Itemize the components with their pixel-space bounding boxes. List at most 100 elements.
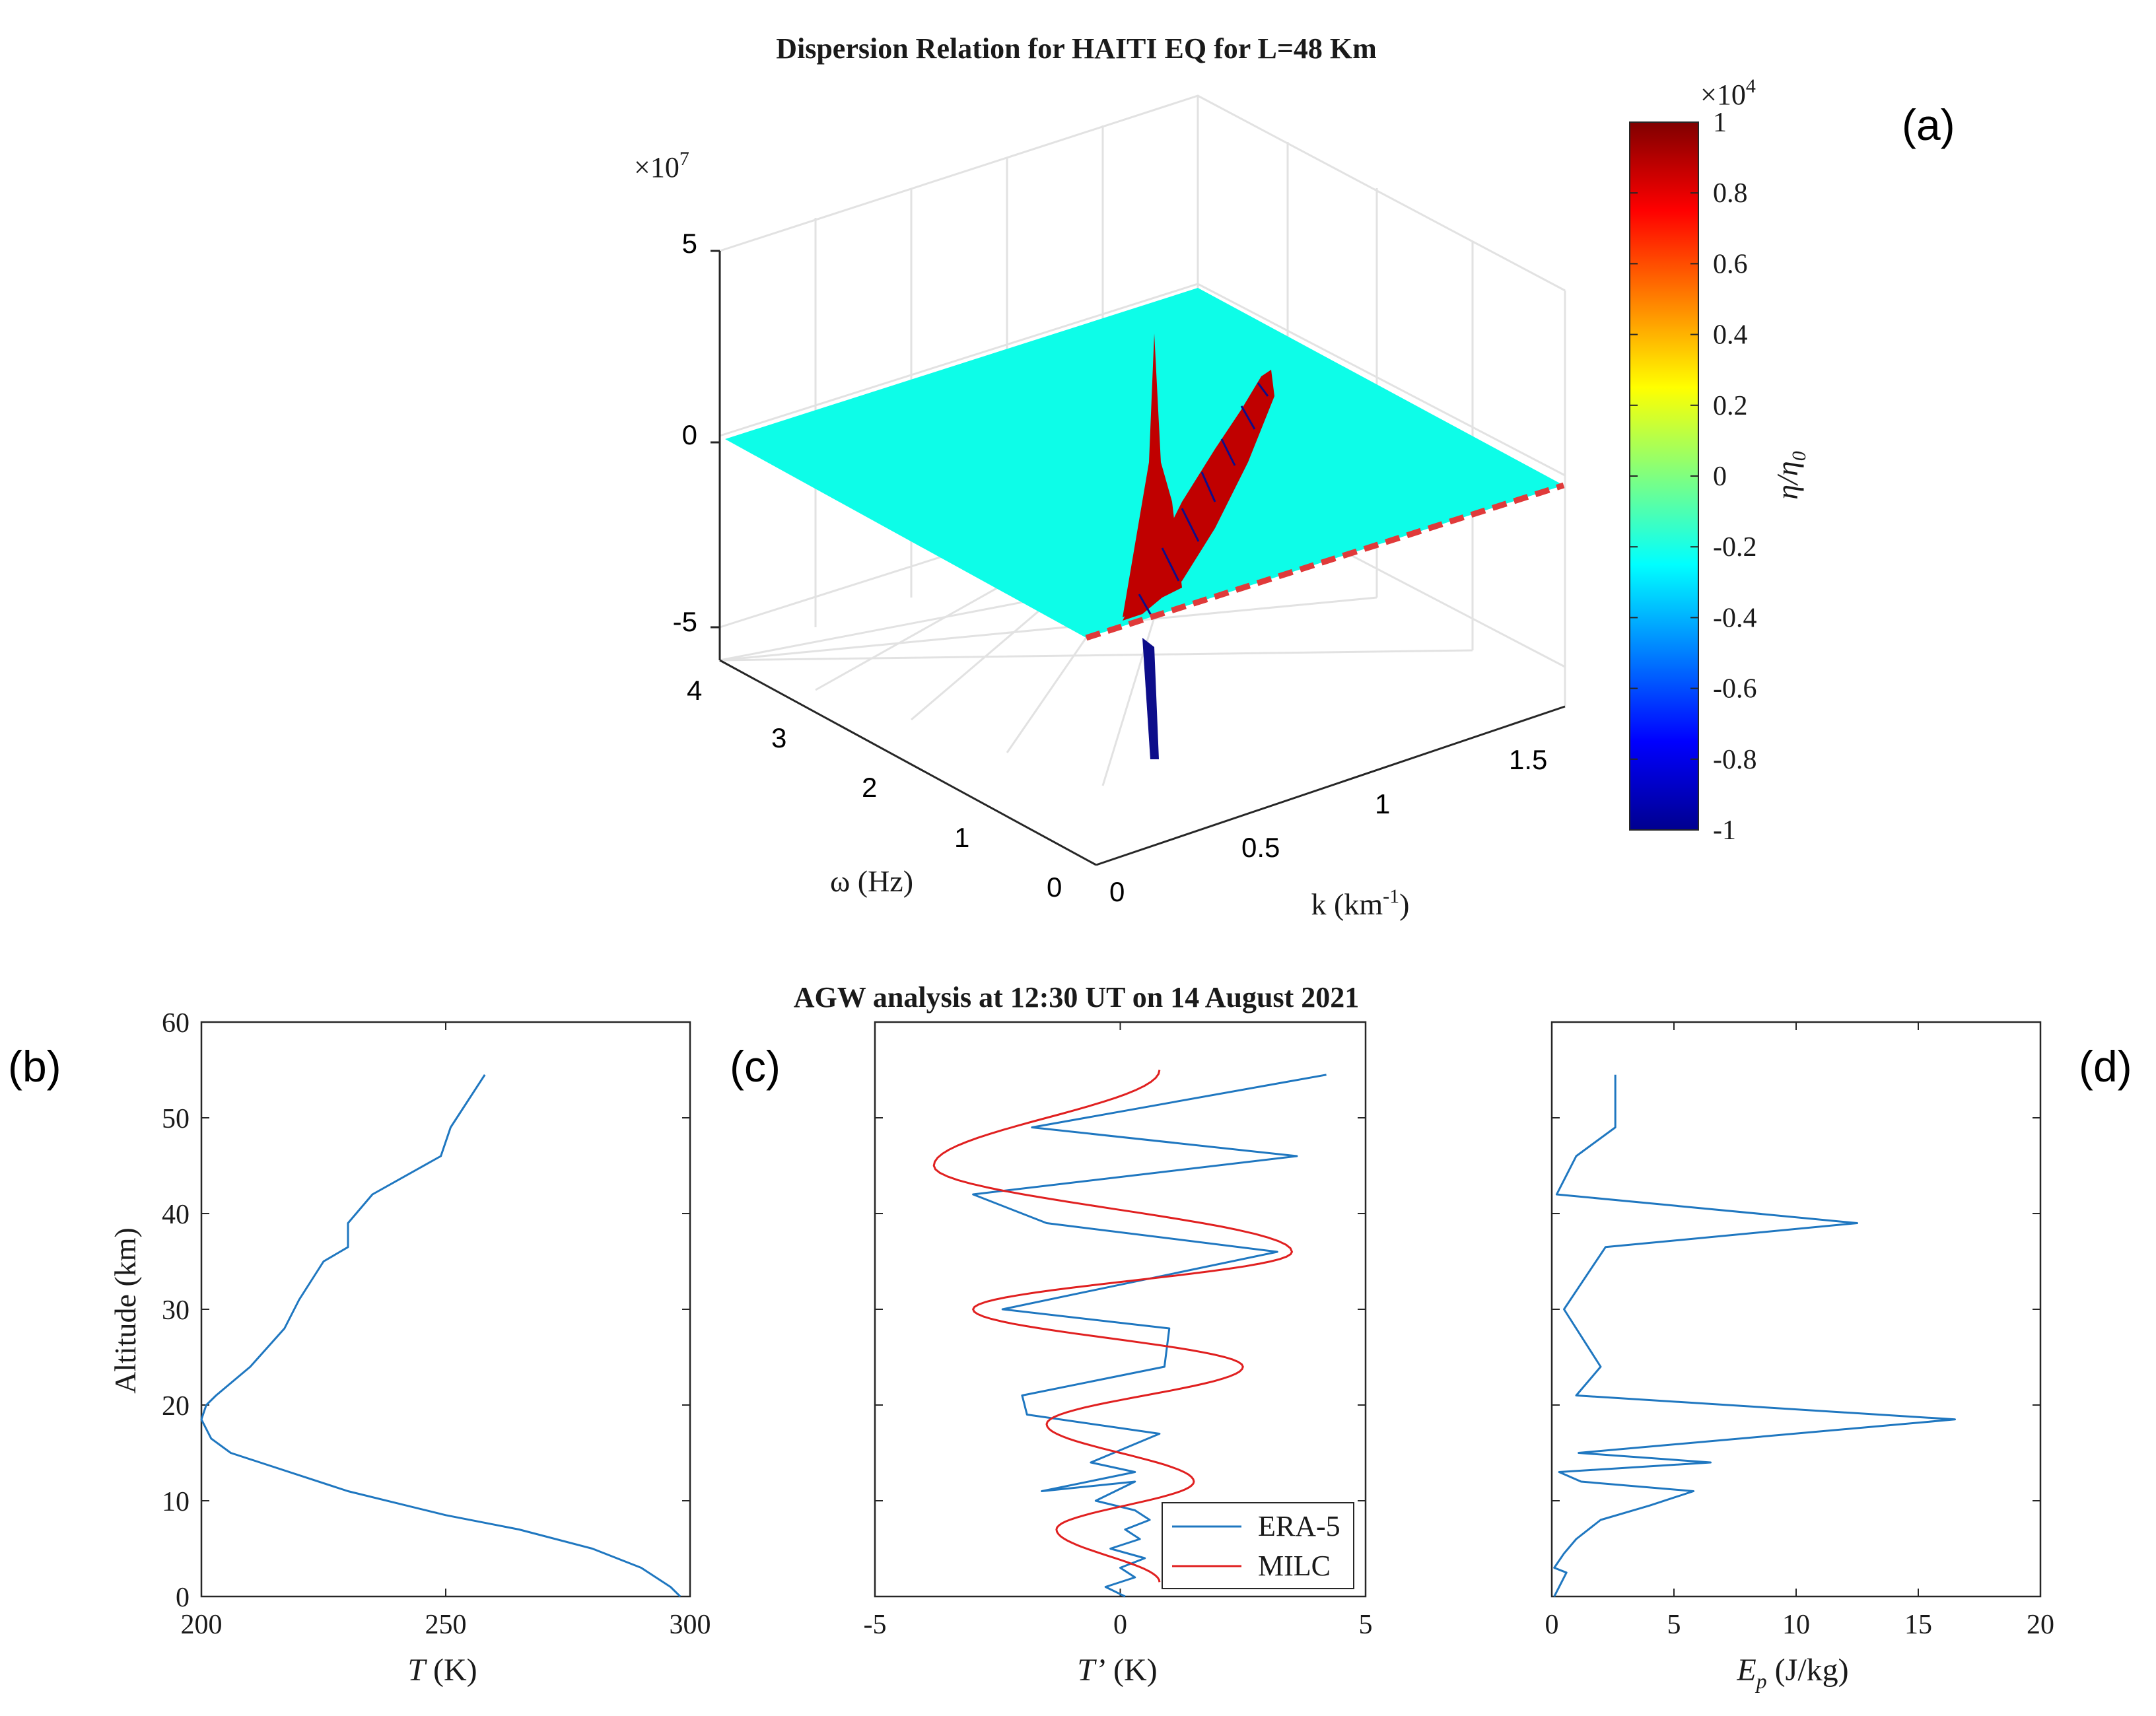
colorbar-tick-label: 0.4 — [1713, 320, 1748, 351]
panel-b-ylabel: Altitude (km) — [108, 1227, 142, 1394]
colorbar-tick-label: -0.2 — [1713, 532, 1757, 563]
omega-tick-label: 2 — [862, 772, 877, 803]
omega-axis-label: ω (Hz) — [830, 864, 913, 898]
colorbar-tick-label: 0.2 — [1713, 391, 1748, 421]
colorbar-label-main: η/η — [1770, 461, 1804, 499]
panel-d-xlabel-main: E — [1736, 1653, 1756, 1688]
legend-label-era5: ERA-5 — [1258, 1510, 1340, 1542]
panel-c: -5 0 5 — [864, 1021, 1373, 1640]
spike-dark — [1142, 638, 1159, 759]
colorbar-tick-label: 0.8 — [1713, 178, 1748, 209]
colorbar-ticks: 1 0.8 0.6 0.4 0.2 0 -0.2 -0.4 -0.6 -0.8 -1 — [1630, 108, 1757, 846]
y-tick-label: 50 — [162, 1104, 190, 1134]
series-line-milc — [932, 1070, 1293, 1583]
colorbar-label: η/η0 — [1770, 451, 1810, 499]
panel-c-label: (c) — [730, 1042, 781, 1091]
x-tick-label: 5 — [1667, 1610, 1681, 1640]
panel-b-label: (b) — [8, 1042, 61, 1091]
k-tick-label: 0.5 — [1241, 832, 1280, 863]
panel-c-xlabel: T’ (K) — [1077, 1653, 1157, 1688]
omega-tick-label: 0 — [1047, 872, 1062, 903]
colorbar — [1629, 121, 1699, 831]
k-axis-line — [1095, 705, 1566, 866]
colorbar-tick-label: -0.6 — [1713, 674, 1757, 704]
panel-b-frame — [200, 1021, 691, 1598]
panel-b-xlabel-unit: (K) — [433, 1653, 477, 1688]
panel-d-xlabel: Ep (J/kg) — [1736, 1653, 1848, 1696]
panel-d-xlabel-unit: (J/kg) — [1775, 1653, 1849, 1688]
colorbar-tick-label: 0 — [1713, 462, 1727, 492]
y-tick-label: 20 — [162, 1391, 190, 1422]
series-line-ep — [1553, 1074, 1956, 1597]
x-tick-label: 0 — [1545, 1610, 1559, 1640]
series-line-era-5 — [972, 1074, 1327, 1598]
panel-a-gridline — [719, 94, 1566, 292]
legend-label-milc: MILC — [1258, 1550, 1331, 1582]
colorbar-label-sub: 0 — [1788, 451, 1810, 461]
omega-axis-line — [719, 659, 1097, 866]
x-tick-label: 300 — [670, 1610, 711, 1640]
k-tick-label: 1.5 — [1509, 744, 1547, 775]
colorbar-tick-label: -0.8 — [1713, 745, 1757, 775]
legend-box — [1162, 1502, 1354, 1589]
x-tick-label: 20 — [2027, 1610, 2054, 1640]
k-axis-label-exp: -1 — [1383, 885, 1399, 907]
z-tick-label: -5 — [673, 606, 697, 637]
k-axis-label-close: ) — [1399, 887, 1409, 921]
x-tick-label: 0 — [1113, 1610, 1127, 1640]
k-axis-dashed-line — [1085, 482, 1565, 641]
panel-c-xlabel-unit: (K) — [1113, 1653, 1158, 1688]
k-tick-label: 0 — [1109, 876, 1125, 907]
panel-c-legend: ERA-5 MILC — [1162, 1502, 1354, 1589]
y-tick-label: 60 — [162, 1008, 190, 1039]
spike-red-ridge — [1123, 370, 1274, 621]
x-tick-label: 200 — [181, 1610, 223, 1640]
x-tick-label: 15 — [1904, 1610, 1932, 1640]
colorbar-multiplier: ×104 — [1700, 75, 1756, 111]
z-multiplier-base: ×10 — [634, 151, 679, 184]
panel-a-gridline — [719, 283, 1566, 477]
x-tick-label: -5 — [864, 1610, 887, 1640]
y-tick-label: 30 — [162, 1295, 190, 1326]
omega-tick-label: 3 — [771, 722, 786, 753]
omega-tick-label: 4 — [687, 675, 702, 706]
panel-b-xlabel-main: T — [407, 1653, 427, 1688]
panel-a: Dispersion Relation for HAITI EQ for L=4… — [634, 32, 1955, 921]
series-line-t — [200, 1074, 681, 1598]
colorbar-multiplier-exp: 4 — [1746, 75, 1756, 97]
y-tick-label: 10 — [162, 1487, 190, 1517]
panel-a-label: (a) — [1902, 100, 1955, 149]
k-axis-label-main: k (km — [1311, 887, 1383, 921]
colorbar-tick-label: 1 — [1713, 108, 1727, 138]
colorbar-tick-label: -1 — [1713, 815, 1736, 846]
k-tick-label: 1 — [1375, 788, 1390, 819]
panel-d-frame — [1550, 1021, 2042, 1598]
z-tick-label: 5 — [682, 228, 697, 259]
z-multiplier-exp: 7 — [679, 148, 689, 170]
y-tick-label: 40 — [162, 1200, 190, 1230]
y-tick-label: 0 — [176, 1583, 190, 1613]
colorbar-tick-label: -0.4 — [1713, 603, 1757, 633]
panel-d: 0 5 10 15 20 — [1545, 1021, 2054, 1640]
panel-b: 0 10 20 30 40 50 60 200 250 300 — [162, 1008, 711, 1640]
x-tick-label: 10 — [1782, 1610, 1810, 1640]
spike-ridge-hatch — [1138, 382, 1269, 618]
z-multiplier: ×107 — [634, 148, 689, 184]
z-tick-label: 0 — [682, 419, 697, 450]
panel-d-label: (d) — [2079, 1042, 2132, 1091]
panel-b-xlabel: T (K) — [407, 1653, 477, 1688]
surface-spikes — [1109, 333, 1274, 759]
x-tick-label: 5 — [1359, 1610, 1373, 1640]
k-axis-label: k (km-1) — [1311, 885, 1410, 921]
colorbar-multiplier-base: ×10 — [1700, 79, 1746, 111]
bottom-suptitle: AGW analysis at 12:30 UT on 14 August 20… — [794, 981, 1360, 1013]
panel-d-xlabel-sub: p — [1755, 1669, 1767, 1693]
panel-a-title: Dispersion Relation for HAITI EQ for L=4… — [776, 32, 1377, 65]
panel-c-xlabel-main: T’ — [1077, 1653, 1105, 1688]
z-tick-marks — [711, 250, 720, 629]
omega-tick-label: 1 — [954, 822, 969, 853]
x-tick-label: 250 — [425, 1610, 467, 1640]
panel-a-axes — [711, 250, 1566, 866]
colorbar-tick-label: 0.6 — [1713, 249, 1748, 279]
